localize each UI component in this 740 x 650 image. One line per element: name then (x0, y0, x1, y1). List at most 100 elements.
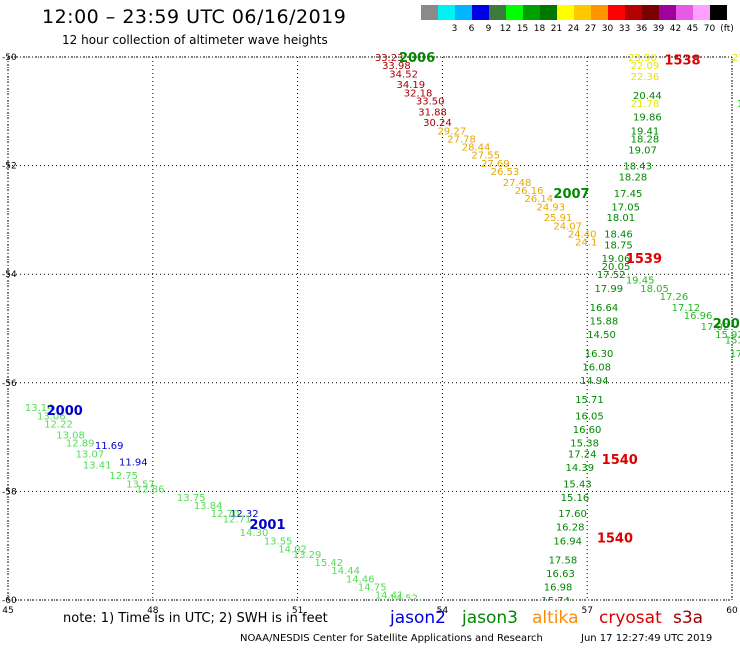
data-point: 32.18 (404, 88, 433, 99)
scale-label: 24 (567, 24, 580, 34)
chart-title: 12:00 – 23:59 UTC 06/16/2019 (42, 6, 347, 28)
time-label: 1540 (597, 532, 633, 547)
data-point: 17.52 (597, 270, 626, 281)
data-point: 11.94 (119, 458, 148, 469)
data-point: 14.46 (346, 574, 375, 585)
data-point: 18.43 (623, 162, 652, 173)
data-point: 34.19 (397, 80, 426, 91)
data-point: 18.05 (640, 284, 669, 295)
data-point: 16.94 (553, 536, 582, 547)
data-point: 18.46 (604, 229, 633, 240)
data-point: 13.06 (37, 411, 66, 422)
data-point: 33.50 (416, 96, 445, 107)
data-point: 19.3 (737, 99, 740, 110)
data-point: 12.71 (223, 515, 252, 526)
scale-swatch (608, 5, 625, 20)
scale-swatch (540, 5, 557, 20)
data-point: 29.27 (438, 126, 467, 137)
time-label: 1539 (626, 252, 662, 267)
data-point: 13.07 (76, 449, 105, 460)
credit: NOAA/NESDIS Center for Satellite Applica… (240, 633, 543, 644)
data-point: 15.74 (541, 596, 570, 607)
data-point: 14.39 (565, 463, 594, 474)
data-point: 27.80 (732, 53, 740, 64)
data-point: 14.02 (278, 544, 307, 555)
scale-swatch (506, 5, 523, 20)
legend-jason3: jason3 (462, 608, 518, 628)
data-point: 21.78 (631, 99, 660, 110)
data-point: 14.52 (389, 593, 418, 604)
scale-label: 18 (533, 24, 546, 34)
y-tick-label: -58 (2, 487, 17, 497)
data-point: 12.75 (109, 471, 138, 482)
footnote: note: 1) Time is in UTC; 2) SWH is in fe… (63, 611, 328, 626)
data-point: 13.41 (83, 460, 112, 471)
data-point: 17.05 (611, 202, 640, 213)
data-point: 12.32 (230, 509, 259, 520)
scale-swatch (557, 5, 574, 20)
data-point: 20.44 (633, 91, 662, 102)
x-tick-label: 51 (292, 606, 303, 616)
data-point: 19.06 (602, 254, 631, 265)
scale-label: 45 (686, 24, 699, 34)
scale-label: 33 (618, 24, 631, 34)
data-point: 16.96 (684, 311, 713, 322)
data-point: 17.00 (730, 349, 740, 360)
plot-frame (7, 56, 733, 601)
data-point: 12.70 (211, 509, 240, 520)
data-point: 14.94 (580, 376, 609, 387)
scale-label: 42 (669, 24, 682, 34)
data-layer: 11.69 11.94 12.32 13.1413.0612.2213.0812.89… (25, 51, 740, 607)
scale-label: 6 (468, 24, 475, 34)
data-point: 24.93 (537, 202, 566, 213)
time-label: 2006 (399, 51, 435, 66)
data-point: 17.02 (701, 322, 730, 333)
data-point: 27.78 (447, 134, 476, 145)
scale-swatch (455, 5, 472, 20)
data-point: 17.45 (614, 189, 643, 200)
data-point: 15.88 (590, 316, 619, 327)
y-tick-label: -56 (2, 379, 17, 389)
data-point: 15.43 (563, 479, 592, 490)
scale-swatch (710, 5, 727, 20)
data-point: 23.90 (628, 53, 657, 64)
data-point: 11.69 (95, 441, 124, 452)
data-point: 14.75 (358, 582, 387, 593)
data-point: 15.16 (561, 493, 590, 504)
legend-s3a: s3a (673, 608, 704, 628)
time-label: 1538 (664, 54, 700, 69)
data-point: 14.30 (240, 528, 269, 539)
data-point: 13.84 (194, 501, 223, 512)
generated-time: Jun 17 12:27:49 UTC 2019 (581, 633, 713, 644)
scale-label: 12 (499, 24, 512, 34)
data-point: 19.07 (628, 145, 657, 156)
data-point: 17.24 (568, 449, 597, 460)
data-point: 13.75 (177, 493, 206, 504)
data-point: 14.41 (375, 591, 404, 602)
data-point: 15.38 (570, 439, 599, 450)
data-point: 13.14 (25, 403, 54, 414)
data-point: 24.40 (568, 229, 597, 240)
data-point: 15.92 (715, 330, 740, 341)
data-point: 25.91 (544, 213, 573, 224)
data-point: 13.29 (293, 550, 322, 561)
scale-swatch (438, 5, 455, 20)
data-point: 18.75 (604, 240, 633, 251)
scale-label: 21 (550, 24, 563, 34)
data-point: 18.01 (607, 213, 636, 224)
data-point: 30.24 (423, 118, 452, 129)
data-point: 12.86 (136, 485, 165, 496)
chart-subtitle: 12 hour collection of altimeter wave hei… (62, 33, 328, 47)
data-point: 31.88 (418, 107, 447, 118)
scale-label: 36 (635, 24, 648, 34)
data-point: 16.98 (544, 582, 573, 593)
data-point: 16.63 (546, 569, 575, 580)
legend-cryosat: cryosat (599, 608, 662, 628)
data-point: 16.60 (573, 425, 602, 436)
data-point: 15.42 (314, 558, 343, 569)
data-point: 27.69 (481, 159, 510, 170)
data-point: 24.07 (553, 221, 582, 232)
y-tick-label: -54 (2, 270, 17, 280)
data-point: 24.1 (575, 238, 597, 249)
scale-label: 70 (703, 24, 716, 34)
